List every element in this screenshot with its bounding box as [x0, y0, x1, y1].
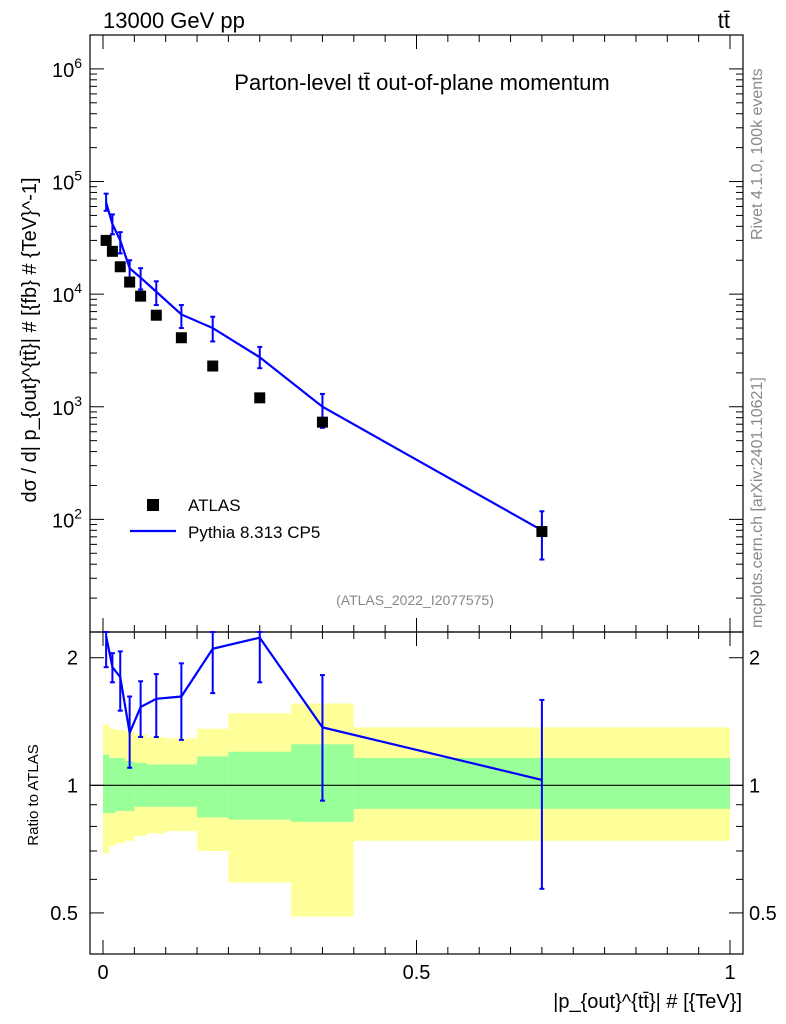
main-axis-ticks: 102 103 104 105 106 — [52, 34, 743, 632]
x-tick-label: 1 — [724, 962, 735, 984]
atlas-data-point — [175, 332, 187, 344]
atlas-data-point — [100, 234, 112, 246]
legend-pythia-label: Pythia 8.313 CP5 — [188, 523, 320, 542]
main-plot-frame — [89, 34, 744, 633]
pythia-curve — [105, 202, 543, 532]
y-tick-label: 104 — [52, 280, 82, 307]
ratio-tick-label-left: 0.5 — [50, 903, 78, 925]
y-tick-label: 105 — [52, 168, 82, 195]
main-plot-marks — [100, 192, 548, 561]
x-tick-label: 0.5 — [403, 962, 431, 984]
rivet-label: Rivet 4.1.0, 100k events — [749, 68, 766, 240]
atlas-data-point — [135, 290, 147, 302]
y-tick-label: 106 — [52, 55, 82, 82]
y-tick-label: 102 — [52, 505, 82, 532]
atlas-data-point — [150, 309, 162, 321]
process-label: tt̄ — [718, 8, 730, 33]
ratio-tick-label-left: 1 — [67, 775, 78, 797]
x-tick-label: 0 — [97, 962, 108, 984]
atlas-data-point — [207, 360, 219, 372]
band-1sigma-bin — [197, 756, 229, 818]
plot-title: Parton-level tt̄ out-of-plane momentum — [234, 70, 609, 95]
ratio-tick-label-right: 0.5 — [749, 903, 777, 925]
atlas-data-point — [316, 416, 328, 428]
ratio-tick-label-left: 2 — [67, 648, 78, 670]
ratio-y-axis-label: Ratio to ATLAS — [25, 744, 42, 845]
ratio-axis-ticks: 0.5 0.5 1 1 2 2 0 0.5 1 — [50, 632, 777, 984]
atlas-data-point — [124, 276, 136, 288]
atlas-data-point — [254, 392, 266, 404]
atlas-data-point — [114, 261, 126, 273]
y-axis-label: dσ / d| p_{out}^{tt̄}| # [{fb} # {TeV}^-… — [19, 177, 41, 502]
ratio-plot-marks — [103, 631, 545, 890]
y-tick-label: 103 — [52, 393, 82, 420]
atlas-data-point — [536, 526, 548, 538]
band-1sigma-bin — [103, 754, 110, 814]
atlas-data-point — [106, 245, 118, 257]
legend-atlas-label: ATLAS — [188, 496, 241, 515]
ratio-tick-label-right: 1 — [749, 775, 760, 797]
x-axis-label: |p_{out}^{tt̄}| # [{TeV}] — [553, 991, 742, 1013]
ratio-tick-label-right: 2 — [749, 648, 760, 670]
legend-atlas-marker — [147, 499, 159, 511]
collision-label: 13000 GeV pp — [103, 8, 245, 33]
mcplots-label: mcplots.cern.ch [arXiv:2401.10621] — [749, 377, 766, 628]
band-1sigma-bin — [124, 761, 135, 811]
ratio-uncertainty-bands — [103, 703, 730, 917]
analysis-id: (ATLAS_2022_I2077575) — [336, 592, 494, 608]
band-1sigma-bin — [115, 758, 125, 811]
legend: ATLAS Pythia 8.313 CP5 — [130, 496, 320, 542]
